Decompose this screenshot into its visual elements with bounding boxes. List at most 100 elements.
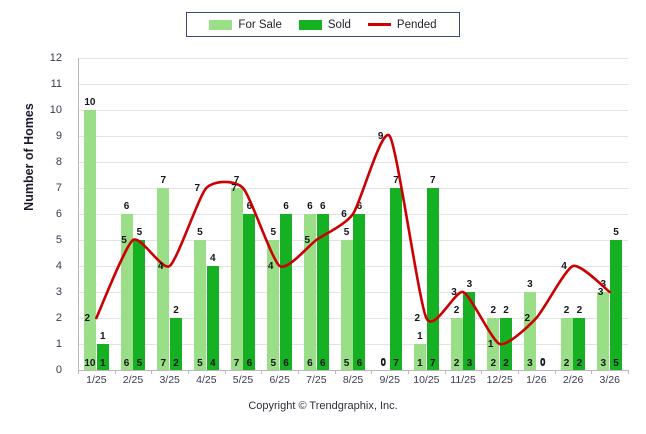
x-axis-tick-label: 6/25 <box>269 374 290 386</box>
bar-for-sale[interactable] <box>413 344 426 370</box>
x-axis-tick-label: 2/26 <box>562 374 584 386</box>
y-axis-tick-label: 2 <box>55 312 62 324</box>
copyright-text: Copyright © Trendgraphix, Inc. <box>248 400 398 412</box>
bar-value-label-top: 5 <box>613 227 619 238</box>
legend-label-for-sale: For Sale <box>238 18 282 31</box>
legend-label-pended: Pended <box>396 18 437 31</box>
legend-item-for-sale[interactable]: For Sale <box>209 18 282 31</box>
bar-value-label-bottom: 6 <box>356 358 363 369</box>
bar-for-sale[interactable] <box>340 240 353 370</box>
bar-for-sale[interactable] <box>157 188 170 370</box>
bar-value-label-bottom: 5 <box>270 358 277 369</box>
grid-line <box>78 58 628 59</box>
x-axis-tick-label: 5/25 <box>232 374 254 386</box>
bar-value-label-bottom: 0 <box>380 358 387 369</box>
bar-for-sale[interactable] <box>303 214 316 370</box>
bar-value-label-bottom: 10 <box>84 358 96 369</box>
bar-value-label-bottom: 7 <box>233 358 240 369</box>
bar-for-sale[interactable] <box>230 188 243 370</box>
x-axis-tick-label: 12/25 <box>486 374 513 386</box>
x-axis-tick-label: 10/25 <box>413 374 440 386</box>
bar-value-label-bottom: 7 <box>160 358 167 369</box>
bar-value-label-bottom: 2 <box>453 358 460 369</box>
grid-line <box>78 110 628 111</box>
y-axis-tick-label: 10 <box>49 104 62 116</box>
bar-for-sale[interactable] <box>267 240 280 370</box>
bar-value-label-bottom: 6 <box>246 358 253 369</box>
bar-sold[interactable] <box>353 214 366 370</box>
x-axis-tick-label: 11/25 <box>450 374 476 386</box>
bar-for-sale[interactable] <box>193 240 206 370</box>
bar-sold[interactable] <box>610 240 623 370</box>
y-axis-tick-label: 9 <box>55 130 62 142</box>
x-axis-tick-label: 7/25 <box>306 374 327 386</box>
bar-value-label-top: 7 <box>429 175 436 186</box>
bar-value-label-bottom: 7 <box>429 358 436 369</box>
x-axis-labels: 1/25 2/25 3/25 4/25 5/25 6/25 7/25 8/25 9/25 10/2… <box>78 374 628 394</box>
bar-value-label-top: 1 <box>417 331 423 342</box>
x-axis-tick-mark <box>114 370 116 374</box>
bar-value-label-top: 3 <box>600 279 607 290</box>
y-axis-tick-label: 12 <box>49 52 62 64</box>
bar-value-label-bottom: 6 <box>283 358 289 369</box>
x-axis-tick-mark <box>628 370 629 374</box>
y-axis-tick-label: 11 <box>50 78 62 90</box>
bar-sold[interactable] <box>206 266 219 370</box>
bar-value-label-bottom: 1 <box>99 358 106 369</box>
y-axis-tick-label: 4 <box>55 260 62 272</box>
bar-value-label-top: 5 <box>197 227 203 238</box>
bar-sold[interactable] <box>426 188 439 370</box>
bar-value-label-top: 2 <box>453 305 460 316</box>
bar-sold[interactable] <box>316 214 329 370</box>
legend-item-sold[interactable]: Sold <box>298 18 351 31</box>
x-axis-tick-mark <box>188 370 189 374</box>
bar-value-label-top: 3 <box>527 279 533 290</box>
bar-value-label-bottom: 2 <box>490 358 497 369</box>
bar-value-label-top: 6 <box>283 201 289 212</box>
x-axis-tick-mark <box>371 370 373 374</box>
x-axis-tick-mark <box>444 370 446 374</box>
bar-value-label-bottom: 2 <box>563 358 570 369</box>
legend-label-sold: Sold <box>327 18 351 31</box>
bar-value-label-top: 7 <box>393 175 399 186</box>
y-axis-line <box>78 58 79 371</box>
bar-sold[interactable] <box>390 188 403 370</box>
bar-sold[interactable] <box>280 214 293 370</box>
bar-value-label-top: 6 <box>307 201 313 212</box>
bar-value-label-bottom: 3 <box>600 358 607 369</box>
legend-item-pended[interactable]: Pended <box>367 18 437 31</box>
bar-series-layer: 10 10 1 1 6 6 5 5 7 7 2 2 5 5 4 4 7 7 6 6 5 5 6 6 6 6 6 6 5 5 6 6 0 0 7 7 1 1… <box>78 58 628 370</box>
chart-legend: For Sale Sold Pended <box>186 12 460 37</box>
bar-value-label-top: 0 <box>539 357 546 368</box>
bar-sold[interactable] <box>96 344 109 370</box>
x-axis-tick-mark <box>591 370 593 374</box>
bar-value-label-top: 2 <box>563 305 570 316</box>
y-axis-tick-label: 0 <box>55 364 62 376</box>
legend-swatch-icon-for-sale <box>209 19 233 30</box>
bar-value-label-top: 7 <box>160 175 167 186</box>
bar-value-label-top: 4 <box>209 253 216 264</box>
bar-value-label-top: 7 <box>233 175 240 186</box>
y-axis-tick-label: 8 <box>55 156 62 168</box>
bar-sold[interactable] <box>243 214 256 370</box>
x-axis-tick-mark <box>554 370 556 374</box>
bar-value-label-top: 5 <box>270 227 277 238</box>
x-axis-tick-label: 2/25 <box>122 374 144 386</box>
bar-for-sale[interactable] <box>83 110 96 370</box>
y-axis-tick-label: 7 <box>55 182 62 194</box>
bar-value-label-bottom: 3 <box>527 358 533 369</box>
bar-value-label-top: 6 <box>319 201 326 212</box>
bar-value-label-top: 10 <box>84 97 96 108</box>
y-axis-tick-label: 3 <box>55 286 62 298</box>
y-axis-tick-label: 1 <box>55 338 62 350</box>
bar-value-label-top: 5 <box>136 227 143 238</box>
bar-value-label-bottom: 7 <box>393 358 399 369</box>
bar-sold[interactable] <box>133 240 146 370</box>
bar-value-label-bottom: 1 <box>417 358 423 369</box>
bar-for-sale[interactable] <box>120 214 133 370</box>
bar-value-label-bottom: 3 <box>466 358 473 369</box>
bar-value-label-top: 2 <box>503 305 509 316</box>
bar-value-label-bottom: 2 <box>173 358 179 369</box>
x-axis-tick-label: 3/26 <box>599 374 620 386</box>
